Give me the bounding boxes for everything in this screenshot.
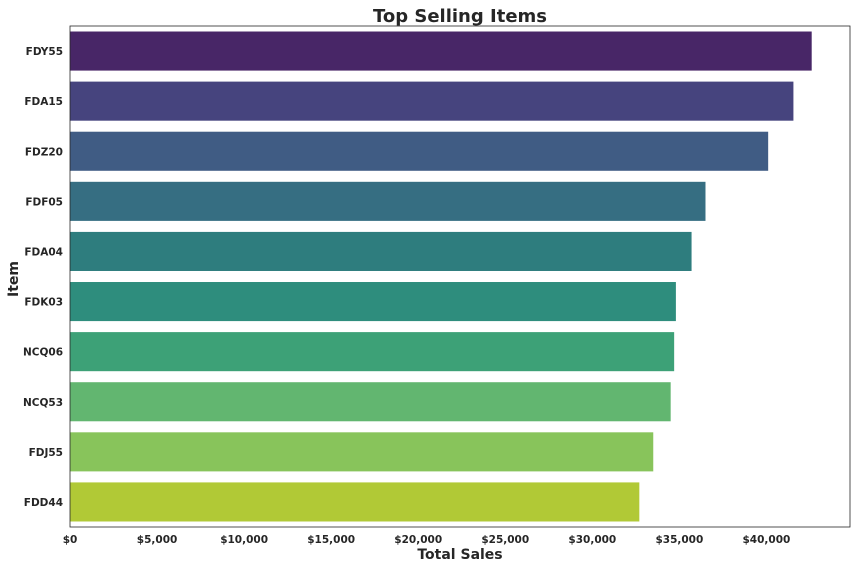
bar-ncq53: [70, 382, 671, 422]
x-tick-label: $25,000: [481, 534, 529, 546]
bar-fdz20: [70, 131, 769, 171]
bar-fdk03: [70, 282, 676, 322]
x-tick-label: $40,000: [743, 534, 791, 546]
bar-fda15: [70, 81, 794, 121]
bar-fdy55: [70, 31, 812, 71]
x-tick-label: $15,000: [307, 534, 355, 546]
bar-fdd44: [70, 482, 640, 522]
y-tick-label: FDA15: [24, 96, 63, 108]
x-tick-label: $30,000: [568, 534, 616, 546]
y-axis-label: Item: [6, 261, 22, 297]
y-tick-labels: FDY55 FDA15 FDZ20 FDF05 FDA04 FDK03 NCQ06 NCQ53…: [23, 46, 63, 509]
y-tick-label: FDJ55: [29, 447, 63, 459]
x-tick-labels: $0 $5,000 $10,000 $15,000 $20,000 $25,000 $30,…: [63, 534, 791, 546]
bars-group: [70, 31, 812, 522]
y-tick-label: FDA04: [24, 246, 63, 258]
bar-fdf05: [70, 181, 706, 221]
y-tick-label: FDD44: [24, 497, 63, 509]
chart-title: Top Selling Items: [373, 6, 547, 27]
plot-frame: [69, 25, 851, 528]
x-axis-label: Total Sales: [417, 547, 502, 563]
y-tick-label: FDK03: [24, 297, 63, 309]
x-tick-label: $5,000: [137, 534, 178, 546]
y-tick-label: NCQ53: [23, 397, 63, 409]
x-tick-label: $20,000: [394, 534, 442, 546]
bar-fda04: [70, 231, 692, 271]
y-tick-label: NCQ06: [23, 347, 63, 359]
bar-fdj55: [70, 432, 654, 472]
bar-ncq06: [70, 332, 675, 372]
x-tick-label: $0: [63, 534, 78, 546]
x-tick-label: $10,000: [220, 534, 268, 546]
y-tick-label: FDZ20: [25, 146, 63, 158]
y-tick-label: FDF05: [25, 196, 63, 208]
x-tick-label: $35,000: [655, 534, 703, 546]
y-tick-label: FDY55: [26, 46, 63, 58]
